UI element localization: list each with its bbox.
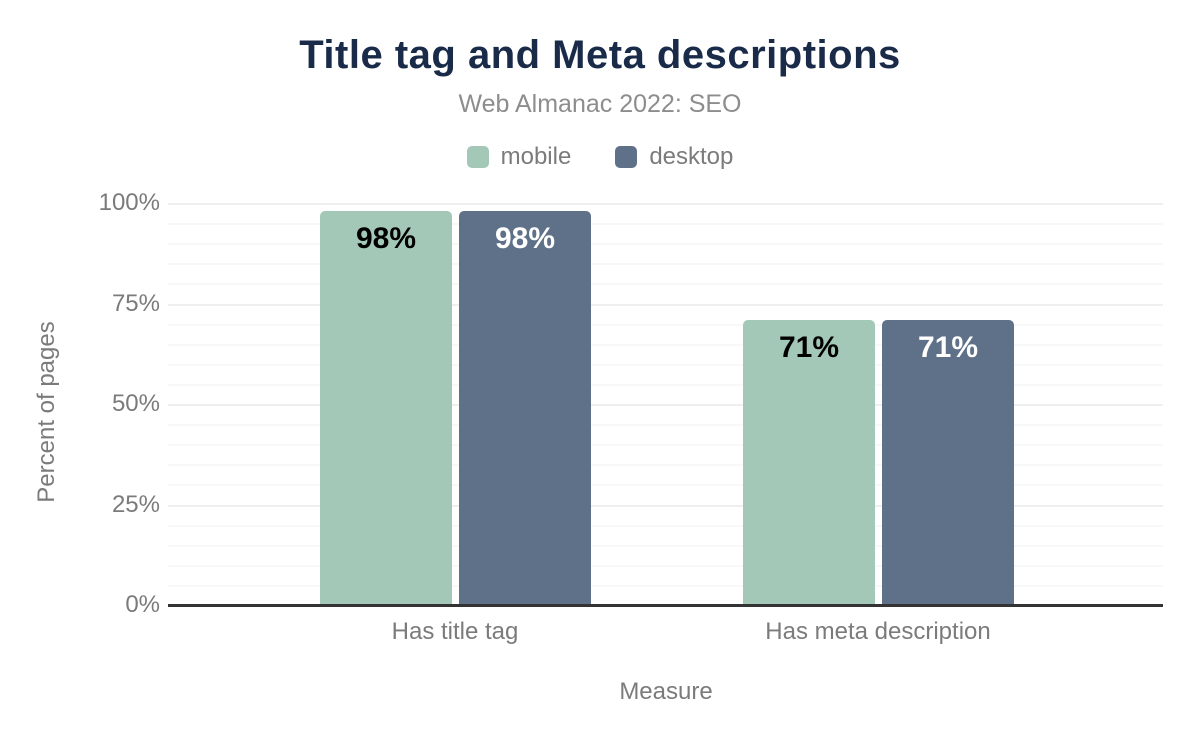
legend-label-desktop: desktop [649,143,734,170]
gridline [168,344,1163,346]
y-axis-tick-label: 100% [98,189,160,216]
x-category-label: Has meta description [765,618,991,645]
chart-subtitle: Web Almanac 2022: SEO [458,90,742,118]
legend-swatch-mobile [466,146,489,168]
gridline [168,585,1163,587]
bar-desktop-has-title-tag: 98% [459,211,591,605]
bar-value-label: 71% [917,331,979,364]
gridline [168,505,1163,507]
gridline [168,565,1163,567]
gridline [168,223,1163,225]
gridline [168,424,1163,426]
legend-swatch-desktop [615,146,638,168]
y-axis-tick-label: 50% [111,390,160,417]
gridline [168,203,1163,205]
gridline [168,545,1163,547]
chart-title: Title tag and Meta descriptions [299,33,901,77]
legend-item-desktop: desktop [615,143,733,171]
y-axis-tick-label: 0% [125,591,160,618]
legend-label-mobile: mobile [500,143,572,170]
bar-value-label: 71% [778,331,840,364]
bar-mobile-has-meta-description: 71% [743,320,875,605]
gridline [168,484,1163,486]
gridline [168,384,1163,386]
bar-mobile-has-title-tag: 98% [320,211,452,605]
gridline [168,324,1163,326]
bar-value-label: 98% [494,222,556,255]
x-category-label: Has title tag [391,618,519,645]
gridline [168,444,1163,446]
legend: mobile desktop [0,143,1200,171]
bar-desktop-has-meta-description: 71% [882,320,1014,605]
x-axis-line [168,604,1163,607]
gridline [168,263,1163,265]
bar-value-label: 98% [355,222,417,255]
y-axis-tick-label: 75% [111,290,160,317]
gridline [168,525,1163,527]
gridline [168,283,1163,285]
gridline [168,243,1163,245]
gridline [168,464,1163,466]
y-axis-tick-label: 25% [111,491,160,518]
legend-item-mobile: mobile [466,143,572,171]
gridline [168,404,1163,406]
gridline [168,364,1163,366]
gridline [168,304,1163,306]
x-axis-title: Measure [619,678,713,705]
y-axis-title: Percent of pages [33,321,60,503]
